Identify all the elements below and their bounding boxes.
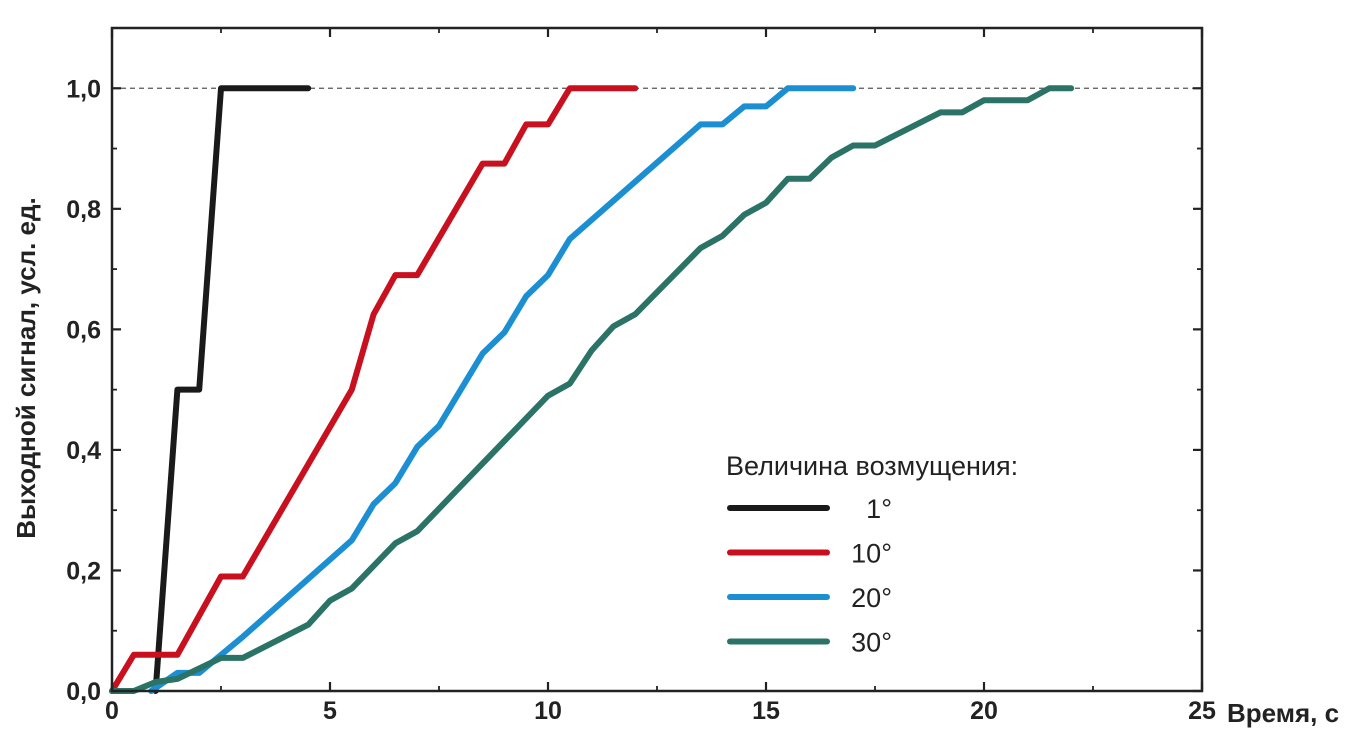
legend: Величина возмущения: 1° 10° 20° 30° [726,451,1018,658]
x-tick-label: 15 [752,697,780,725]
series-line-3 [148,85,857,694]
plot-area-frame [110,26,1204,693]
legend-title: Величина возмущения: [726,451,1018,481]
y-tick-label: 0,4 [66,437,101,465]
y-axis-title: Выходной сигнал, усл. ед. [11,197,41,538]
legend-label-1: 1° [866,494,892,524]
x-tick-label: 5 [323,697,337,725]
legend-label-4: 30° [851,628,892,658]
y-tick-label: 1,0 [66,75,101,103]
y-tick-label: 0,6 [66,316,101,344]
legend-label-2: 10° [851,539,892,569]
legend-items: 1° 10° 20° 30° [727,494,892,658]
x-axis-title: Время, с [1227,698,1339,728]
series-layer [109,85,1075,694]
legend-label-3: 20° [851,583,892,613]
x-tick-label: 10 [534,697,562,725]
y-tick-label: 0,0 [66,678,101,706]
series-line-1 [152,85,312,694]
tick-layer: 0 5 10 15 20 25 0,0 0,2 0,4 0,6 0,8 1,0 [66,28,1216,725]
x-tick-label: 0 [105,697,119,725]
y-tick-label: 0,2 [66,557,101,585]
x-tick-label: 25 [1188,697,1216,725]
x-tick-label: 20 [970,697,998,725]
y-tick-label: 0,8 [66,196,101,224]
series-line-4 [109,85,1075,694]
series-line-2 [109,85,639,694]
